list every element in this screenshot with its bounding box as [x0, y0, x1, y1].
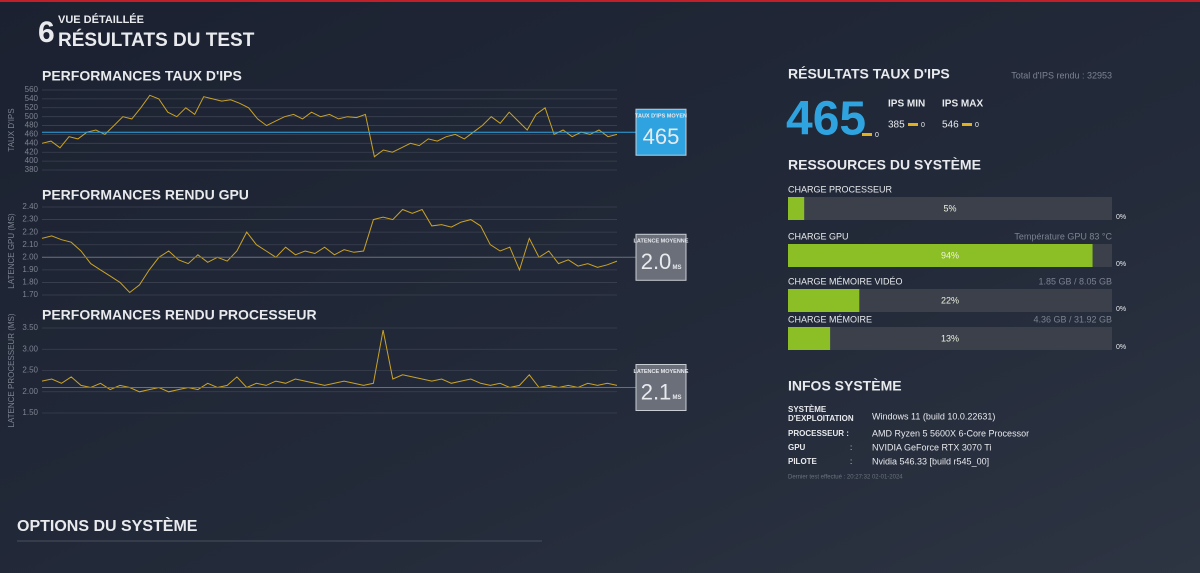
y-tick-label: 2.20: [22, 227, 38, 236]
y-tick-label: 2.40: [22, 202, 38, 211]
average-name: TAUX D'IPS MOYEN: [635, 114, 687, 120]
data-line: [41, 330, 618, 393]
resource-detail: 1.85 GB / 8.05 GB: [1038, 276, 1112, 286]
average-badge: [635, 108, 687, 156]
y-tick-label: 2.10: [22, 240, 38, 249]
resource-bar: [788, 197, 805, 220]
delta-bar: [962, 123, 972, 126]
resource-name: CHARGE MÉMOIRE VIDÉO: [788, 276, 903, 286]
chart-title: PERFORMANCES TAUX D'IPS: [42, 68, 242, 84]
average-fps: 465: [786, 93, 866, 146]
resource-track: [788, 289, 1112, 312]
resource-other: 0%: [1116, 306, 1126, 313]
min-value: 385: [888, 120, 905, 131]
y-tick-label: 1.90: [22, 265, 38, 274]
data-line: [41, 94, 618, 158]
resource-name: CHARGE GPU: [788, 231, 849, 241]
resource-bar: [788, 289, 860, 312]
resource-value: 13%: [941, 333, 959, 343]
subtitle: VUE DÉTAILLÉE: [58, 13, 144, 26]
max-value: 546: [942, 120, 959, 131]
resource-bar: [788, 327, 831, 350]
chart-title: PERFORMANCES RENDU GPU: [42, 187, 249, 203]
info-value: Nvidia 546.33 [build r545_00]: [872, 456, 989, 466]
results-total: Total d'IPS rendu : 32953: [1011, 70, 1112, 80]
data-line: [41, 208, 618, 294]
resources-title: RESSOURCES DU SYSTÈME: [788, 157, 981, 173]
logo: 6: [38, 16, 55, 49]
max-name: IPS MAX: [942, 99, 983, 110]
y-axis-label: TAUX D'IPS: [7, 108, 16, 151]
average-unit: MS: [673, 265, 682, 271]
resource-other: 0%: [1116, 261, 1126, 268]
resource-other: 0%: [1116, 344, 1126, 351]
y-tick-label: 1.80: [22, 278, 38, 287]
y-tick-label: 480: [25, 121, 39, 130]
chart-title: PERFORMANCES RENDU PROCESSEUR: [42, 307, 317, 323]
top-bar: [0, 0, 1200, 2]
y-tick-label: 3.00: [22, 344, 38, 353]
title: RÉSULTATS DU TEST: [58, 29, 255, 51]
resource-bar: [788, 244, 1093, 267]
average-name: LATENCE MOYENNE: [634, 239, 689, 245]
y-tick-label: 3.50: [22, 323, 38, 332]
info-label: PILOTE: [788, 457, 818, 466]
y-tick-label: 2.00: [22, 252, 38, 261]
info-value: NVIDIA GeForce RTX 3070 Ti: [872, 442, 991, 452]
delta-value: 0: [921, 122, 925, 129]
options-title[interactable]: OPTIONS DU SYSTÈME: [17, 516, 198, 535]
average-value: 2.0: [641, 249, 672, 274]
resource-name: CHARGE MÉMOIRE: [788, 314, 872, 324]
y-tick-label: 380: [25, 165, 39, 174]
info-value: Windows 11 (build 10.0.22631): [872, 411, 995, 421]
resource-track: [788, 327, 1112, 350]
average-name: LATENCE MOYENNE: [634, 369, 689, 375]
average-value: 465: [643, 124, 680, 149]
results-title: RÉSULTATS TAUX D'IPS: [788, 66, 950, 82]
y-tick-label: 520: [25, 103, 39, 112]
y-tick-label: 1.70: [22, 290, 38, 299]
y-tick-label: 440: [25, 138, 39, 147]
average-badge: [635, 233, 687, 281]
info-sep: :: [850, 457, 852, 466]
average-badge: [635, 364, 687, 411]
y-axis-label: LATENCE PROCESSEUR (MS): [7, 313, 16, 427]
resource-value: 22%: [941, 295, 959, 305]
info-label: GPU: [788, 443, 806, 452]
delta-bar: [862, 133, 872, 136]
info-footer: Dernier test effectué : 20:27:32 02-01-2…: [788, 475, 903, 481]
y-tick-label: 2.30: [22, 215, 38, 224]
info-label: SYSTÈME D'EXPLOITATION: [788, 405, 854, 423]
min-name: IPS MIN: [888, 99, 925, 110]
info-label: PROCESSEUR :: [788, 429, 849, 438]
y-tick-label: 500: [25, 112, 39, 121]
delta-value: 0: [975, 122, 979, 129]
average-unit: MS: [673, 395, 682, 401]
resource-track: [788, 197, 1112, 220]
y-tick-label: 560: [25, 85, 39, 94]
resource-value: 5%: [943, 203, 956, 213]
y-tick-label: 420: [25, 147, 39, 156]
delta-value: 0: [875, 132, 879, 139]
info-sep: :: [850, 443, 852, 452]
y-tick-label: 2.50: [22, 366, 38, 375]
y-tick-label: 1.50: [22, 408, 38, 417]
resource-name: CHARGE PROCESSEUR: [788, 184, 893, 194]
y-tick-label: 400: [25, 156, 39, 165]
resource-value: 94%: [941, 250, 959, 260]
delta-bar: [908, 123, 918, 126]
y-tick-label: 540: [25, 94, 39, 103]
info-title: INFOS SYSTÈME: [788, 378, 902, 394]
y-tick-label: 2.00: [22, 387, 38, 396]
resource-other: 0%: [1116, 214, 1126, 221]
resource-detail: Température GPU 83 °C: [1014, 231, 1112, 241]
resource-detail: 4.36 GB / 31.92 GB: [1033, 314, 1112, 324]
info-value: AMD Ryzen 5 5600X 6-Core Processor: [872, 428, 1029, 438]
y-tick-label: 460: [25, 130, 39, 139]
y-axis-label: LATENCE GPU (MS): [7, 213, 16, 289]
average-value: 2.1: [641, 379, 672, 404]
